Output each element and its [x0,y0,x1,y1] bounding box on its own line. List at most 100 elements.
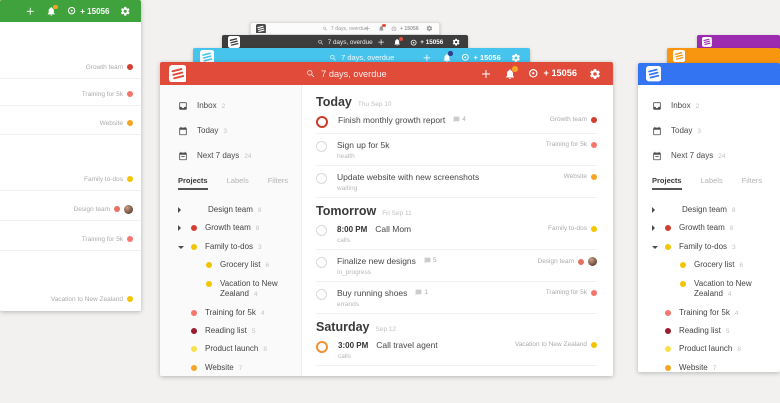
project-product-launch[interactable]: Product launch 8 [652,340,780,358]
settings-gear-icon[interactable] [589,68,601,80]
settings-gear-icon[interactable] [426,25,433,32]
arrow-spacer [667,260,680,270]
project-website[interactable]: Website 7 [652,359,780,372]
expand-arrow-icon[interactable] [652,205,665,215]
comment-count[interactable]: 5 [424,257,437,264]
karma-score[interactable]: + 15056 [461,53,501,62]
project-reading-list[interactable]: Reading list 5 [652,322,780,340]
search-input[interactable]: 7 days, overdue [317,35,373,50]
notification-dot [512,66,519,72]
sidebar-item-next-7-days[interactable]: Next 7 days 24 [652,143,780,168]
project-training-for-5k[interactable]: Training for 5k 4 [652,304,780,322]
task-row[interactable]: Buy running shoes 1 errands Training for 5k [316,282,597,314]
settings-gear-icon[interactable] [452,38,460,46]
expand-arrow-icon[interactable] [178,223,191,233]
project-color-dot [665,223,671,233]
window-blue: Inbox 2 Today 3 Next 7 days 24 Projects Labels F… [638,63,780,372]
project-growth-team[interactable]: Growth team 8 [652,219,780,237]
expand-arrow-icon[interactable] [178,242,191,252]
add-task-button[interactable] [422,53,432,63]
project-family-to-dos[interactable]: Family to-dos 3 [652,238,780,256]
task-checkbox[interactable] [316,225,327,236]
tab-projects[interactable]: Projects [178,176,208,190]
task-project-tag: Vacation to New Zealand [51,294,133,304]
task-project-tag: Training for 5k [545,289,587,296]
tab-labels[interactable]: Labels [226,176,249,185]
search-input[interactable]: 7 days, overdue [329,48,394,67]
task-checkbox[interactable] [316,141,327,152]
project-grocery-list[interactable]: Grocery list 6 [193,256,301,274]
sidebar-item-today[interactable]: Today 3 [652,118,780,143]
settings-gear-icon[interactable] [511,53,521,63]
add-task-button[interactable] [480,68,492,80]
project-training-for-5k[interactable]: Training for 5k 4 [178,304,301,322]
sidebar-item-next-7-days[interactable]: Next 7 days 24 [178,143,301,168]
arrow-spacer [652,308,665,318]
project-color-dot [665,344,671,354]
search-input[interactable]: 7 days, overdue [306,62,387,85]
tab-labels[interactable]: Labels [700,176,723,185]
task-project-tag: Website [563,173,587,180]
settings-gear-icon[interactable] [120,6,131,17]
task-row[interactable]: Finish monthly growth report 4 Growth team [316,109,597,134]
project-vacation-to-new-zealand[interactable]: Vacation to New Zealand 4 [667,275,780,304]
tab-filters[interactable]: Filters [267,176,289,185]
sidebar-item-inbox[interactable]: Inbox 2 [652,93,780,118]
task-label: health [337,153,355,160]
task-label: calls [338,353,352,360]
expand-arrow-icon[interactable] [178,205,191,215]
task-row[interactable]: 3:00 PM Call travel agent calls Vacation to… [316,334,597,366]
task-project-tag: Training for 5k [545,141,587,148]
expand-arrow-icon[interactable] [652,242,665,252]
avatar [124,204,133,214]
comment-count[interactable]: 4 [453,116,466,123]
search-input[interactable]: 7 days, overdue [322,23,368,34]
notifications-bell-icon[interactable] [442,51,453,63]
arrow-spacer [193,260,206,270]
search-icon [317,39,324,46]
tab-projects[interactable]: Projects [652,176,682,190]
task-row[interactable]: Finalize new designs 5 in_progress Design t… [316,250,597,282]
task-row[interactable]: 8:00 PM Call Mom calls Family to-dos [316,218,597,250]
sidebar-item-today[interactable]: Today 3 [178,118,301,143]
project-color-dot [591,289,597,296]
karma-score[interactable]: + 15056 [391,26,419,32]
task-checkbox[interactable] [316,257,327,268]
window-dark-header: 7 days, overdue + 15056 [222,35,468,50]
expand-arrow-icon[interactable] [652,223,665,233]
project-design-team[interactable]: path d="M12 12a4 4 0 1 0-4-4 4 4 0 0 0 4… [178,201,301,219]
project-product-launch[interactable]: Product launch 8 [178,340,301,358]
add-task-button[interactable] [377,38,385,46]
arrow-spacer [652,344,665,354]
task-row[interactable]: Sign up for 5k health Training for 5k [316,134,597,166]
project-grocery-list[interactable]: Grocery list 6 [667,256,780,274]
karma-score[interactable]: + 15056 [528,68,577,79]
notifications-bell-icon[interactable] [393,37,403,46]
task-checkbox[interactable] [316,116,328,128]
karma-score[interactable]: + 15056 [410,39,443,46]
notifications-bell-icon[interactable] [378,24,386,32]
task-label: errands [337,301,360,308]
add-task-button[interactable] [25,6,36,17]
tab-filters[interactable]: Filters [741,176,763,185]
task-row[interactable]: Update website with new screenshots waiti… [316,166,597,198]
notifications-bell-icon[interactable] [504,66,519,80]
project-website[interactable]: Website 7 [178,359,301,376]
arrow-spacer [178,363,191,373]
task-checkbox[interactable] [316,173,327,184]
task-checkbox[interactable] [316,341,328,353]
project-vacation-to-new-zealand[interactable]: Vacation to New Zealand 4 [193,275,301,304]
project-design-team[interactable]: path d="M12 12a4 4 0 1 0-4-4 4 4 0 0 0 4… [652,201,780,219]
notifications-bell-icon[interactable] [46,4,58,17]
task-checkbox[interactable] [316,289,327,300]
karma-score[interactable]: + 15056 [67,6,110,16]
project-color-dot [591,141,597,148]
project-color-dot [680,260,686,270]
project-reading-list[interactable]: Reading list 5 [178,322,301,340]
add-task-button[interactable] [364,25,371,32]
comment-count[interactable]: 1 [415,289,428,296]
sidebar-item-inbox[interactable]: Inbox 2 [178,93,301,118]
project-growth-team[interactable]: Growth team 8 [178,219,301,237]
notification-dot [448,51,453,57]
project-family-to-dos[interactable]: Family to-dos 3 [178,238,301,256]
